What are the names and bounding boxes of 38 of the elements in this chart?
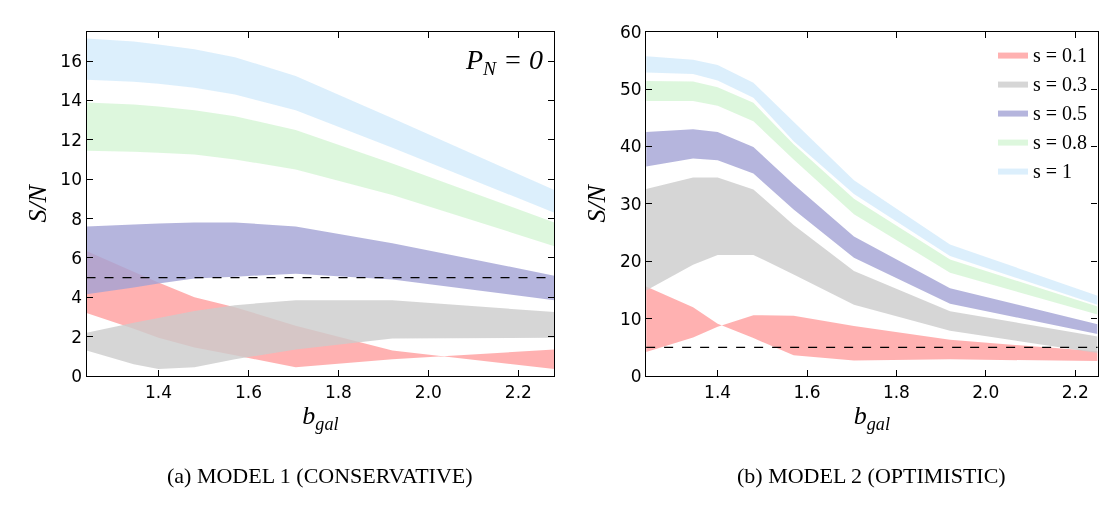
y-tick-label: 12 [60,129,83,150]
y-axis-title: S/N [22,183,52,223]
y-tick-label: 0 [71,365,83,386]
text: (b) MODEL 2 (OPTIMISTIC) [737,463,1006,488]
y-tick-label: 60 [619,21,642,42]
legend-label: s = 0.5 [1033,102,1088,125]
annotation: P$_{N}$ = 0 [465,44,544,79]
x-tick-label: 1.4 [704,381,732,402]
y-tick-label: 8 [71,208,83,229]
y-tick-label: 4 [71,287,83,308]
y-tick-label: 10 [619,308,642,329]
legend-label: s = 0.1 [1033,44,1088,67]
legend-label: s = 1 [1033,160,1073,183]
x-tick-label: 1.6 [793,381,821,402]
y-tick-label: 14 [60,90,83,111]
x-tick-label: 2.2 [504,381,532,402]
y-tick-label: 20 [619,251,642,272]
x-tick-label: 1.8 [882,381,910,402]
y-axis-title: S/N [582,183,612,223]
x-tick-label: 2.0 [414,381,442,402]
y-tick-label: 40 [619,136,642,157]
y-tick-label: 16 [60,51,83,72]
x-tick-label: 2.2 [1061,381,1089,402]
legend-label: s = 0.8 [1033,131,1088,154]
x-tick-label: 1.4 [144,381,172,402]
x-tick-label: 1.6 [234,381,262,402]
text: (a) MODEL 1 (CONSERVATIVE) [167,463,473,488]
legend-label: s = 0.3 [1033,73,1088,96]
x-axis-title: b$_{gal}$ [302,401,339,434]
x-axis-title: b$_{gal}$ [853,401,890,434]
y-tick-label: 30 [619,193,642,214]
x-tick-label: 2.0 [972,381,1000,402]
y-tick-label: 10 [60,169,83,190]
y-tick-label: 50 [619,78,642,99]
y-tick-label: 0 [630,365,642,386]
y-tick-label: 6 [71,247,83,268]
x-tick-label: 1.8 [324,381,352,402]
y-tick-label: 2 [71,326,83,347]
